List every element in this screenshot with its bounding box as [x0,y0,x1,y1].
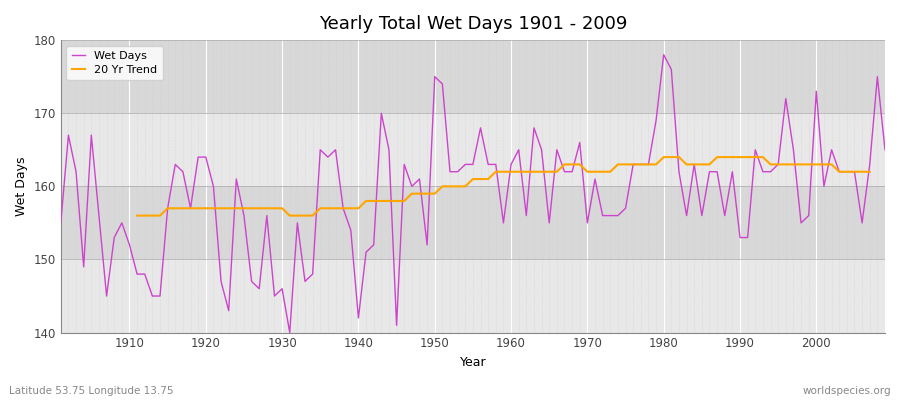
Text: Latitude 53.75 Longitude 13.75: Latitude 53.75 Longitude 13.75 [9,386,174,396]
Line: Wet Days: Wet Days [61,55,885,332]
Wet Days [338,206,348,211]
20 Yr Trend [864,169,875,174]
Title: Yearly Total Wet Days 1901 - 2009: Yearly Total Wet Days 1901 - 2009 [319,15,627,33]
Wet Days [513,147,524,152]
Wet Days [506,162,517,167]
Bar [61,186,885,260]
Wet Days [879,147,890,152]
20 Yr Trend [131,213,142,218]
20 Yr Trend [498,169,508,174]
20 Yr Trend [658,155,669,160]
20 Yr Trend [552,169,562,174]
Bar [61,260,885,332]
Wet Days [658,52,669,57]
Wet Days [292,220,302,225]
Legend: Wet Days, 20 Yr Trend: Wet Days, 20 Yr Trend [67,46,163,80]
20 Yr Trend [704,162,715,167]
Wet Days [605,213,616,218]
Wet Days [116,220,127,225]
Wet Days [56,220,67,225]
Line: 20 Yr Trend: 20 Yr Trend [137,157,869,216]
20 Yr Trend [185,206,196,211]
Y-axis label: Wet Days: Wet Days [15,156,28,216]
Text: worldspecies.org: worldspecies.org [803,386,891,396]
X-axis label: Year: Year [460,356,486,369]
20 Yr Trend [155,213,166,218]
Wet Days [284,330,295,335]
20 Yr Trend [322,206,333,211]
Bar [61,113,885,186]
Bar [61,40,885,113]
